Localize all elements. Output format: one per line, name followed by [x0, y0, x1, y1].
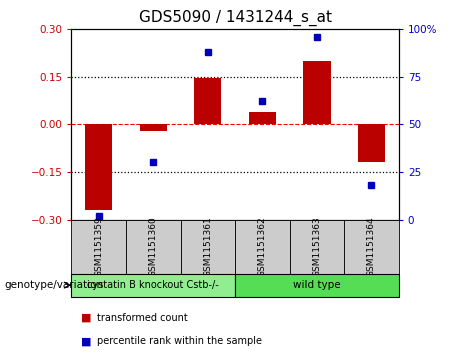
Bar [358, 124, 385, 163]
Bar [181, 220, 235, 274]
Bar [140, 124, 167, 131]
Bar [344, 220, 399, 274]
Text: GSM1151364: GSM1151364 [367, 216, 376, 277]
Bar [194, 78, 221, 124]
Text: ■: ■ [81, 313, 91, 323]
Bar [71, 220, 126, 274]
Bar [235, 274, 399, 297]
Text: percentile rank within the sample: percentile rank within the sample [97, 336, 262, 346]
Text: GSM1151361: GSM1151361 [203, 216, 213, 277]
Text: GSM1151362: GSM1151362 [258, 216, 267, 277]
Text: transformed count: transformed count [97, 313, 188, 323]
Text: cystatin B knockout Cstb-/-: cystatin B knockout Cstb-/- [88, 280, 219, 290]
Bar [85, 124, 112, 210]
Text: ■: ■ [81, 336, 91, 346]
Bar [235, 220, 290, 274]
Text: GSM1151359: GSM1151359 [94, 216, 103, 277]
Text: GSM1151360: GSM1151360 [149, 216, 158, 277]
Bar [303, 61, 331, 124]
Bar [126, 220, 181, 274]
Bar [290, 220, 344, 274]
Title: GDS5090 / 1431244_s_at: GDS5090 / 1431244_s_at [139, 10, 331, 26]
Bar [71, 274, 235, 297]
Text: GSM1151363: GSM1151363 [313, 216, 321, 277]
Text: wild type: wild type [293, 280, 341, 290]
Text: genotype/variation: genotype/variation [5, 280, 104, 290]
Bar [249, 111, 276, 124]
